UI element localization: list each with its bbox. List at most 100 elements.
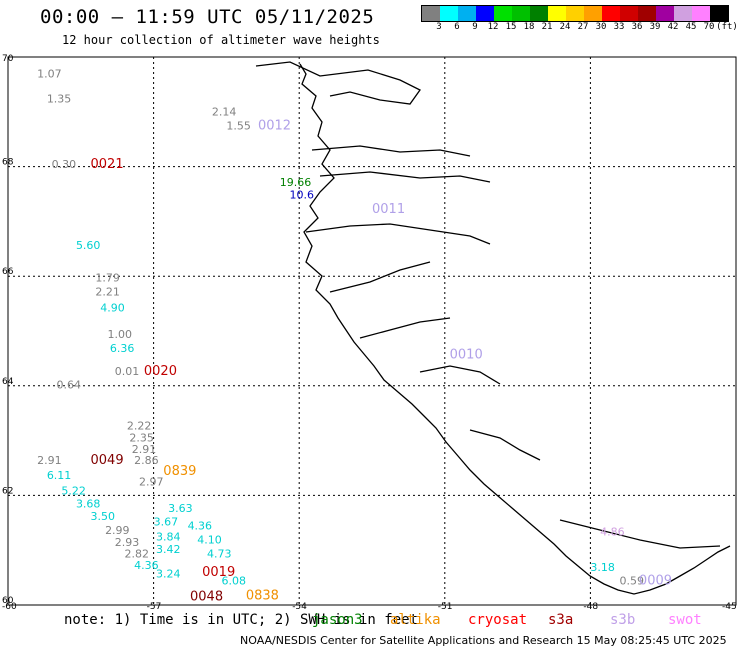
wave-height-value: 6.36 xyxy=(110,342,135,355)
satellite-legend-item: s3a xyxy=(548,612,574,628)
wave-height-value: 3.24 xyxy=(156,568,181,581)
map-frame xyxy=(7,56,737,606)
wave-height-value: 10.6 xyxy=(289,188,314,201)
color-swatch xyxy=(476,6,494,21)
map-title: 00:00 – 11:59 UTC 05/11/2025 xyxy=(40,6,375,28)
color-swatch xyxy=(422,6,440,21)
map-subtitle: 12 hour collection of altimeter wave hei… xyxy=(62,33,380,47)
lat-label: 64 xyxy=(2,377,14,387)
wave-height-value: 0.64 xyxy=(57,379,82,392)
lat-label: 62 xyxy=(2,486,13,496)
coastline-inner-9 xyxy=(559,519,721,549)
lat-label: 66 xyxy=(2,267,14,277)
wave-height-value: 2.22 xyxy=(127,420,152,433)
wave-height-value: 2.86 xyxy=(134,454,159,467)
coastline-main xyxy=(299,63,731,595)
wave-height-value: 4.36 xyxy=(188,519,213,532)
graticule: 70 68 66 64 62 60-60 -57 -54 -51 -48 -45 xyxy=(2,54,737,612)
wave-height-value: 3.84 xyxy=(156,530,181,543)
color-swatch xyxy=(458,6,476,21)
wave-height-value: 3.67 xyxy=(154,516,179,529)
wave-height-value: 2.82 xyxy=(124,547,149,560)
color-scale-label: 9 xyxy=(472,22,478,32)
wave-height-value: 5.60 xyxy=(76,239,101,252)
satellite-pass-number: 0012 xyxy=(258,118,291,133)
satellite-pass-number: 0048 xyxy=(190,590,223,605)
footer-note: note: 1) Time is in UTC; 2) SWH is in fe… xyxy=(64,612,419,628)
color-swatch xyxy=(674,6,692,21)
wave-height-value: 4.90 xyxy=(100,301,125,314)
color-swatch xyxy=(530,6,548,21)
satellite-legend-item: swot xyxy=(668,612,702,628)
color-swatch xyxy=(494,6,512,21)
wave-height-value: 3.42 xyxy=(156,543,181,556)
wave-height-value: 1.07 xyxy=(37,67,62,80)
coastline-inner-8 xyxy=(469,429,541,461)
wave-height-value: 2.14 xyxy=(212,106,237,119)
color-scale-label: 21 xyxy=(541,22,553,32)
wave-height-value: 0.30 xyxy=(52,158,77,171)
color-scale-label: 33 xyxy=(613,22,625,32)
wave-height-value: 2.99 xyxy=(105,524,130,537)
satellite-pass-number: 0020 xyxy=(144,364,177,379)
lat-label: 60 xyxy=(2,596,14,606)
wave-height-value: 2.97 xyxy=(139,476,164,489)
color-scale-label: 6 xyxy=(454,22,460,32)
color-scale-label: 39 xyxy=(649,22,661,32)
lon-label: -54 xyxy=(292,602,307,612)
wave-height-value: 3.63 xyxy=(168,502,193,515)
lon-label: -57 xyxy=(147,602,162,612)
satellite-pass-number: 0839 xyxy=(163,464,196,479)
color-scale-label: 36 xyxy=(631,22,643,32)
color-swatch xyxy=(656,6,674,21)
color-swatch xyxy=(692,6,710,21)
wave-height-value: 3.50 xyxy=(91,510,116,523)
lat-label: 70 xyxy=(2,54,14,64)
color-swatch xyxy=(566,6,584,21)
satellite-pass-number: 0009 xyxy=(639,574,672,589)
lon-label: -60 xyxy=(2,602,17,612)
wave-height-value: 19.66 xyxy=(280,176,312,189)
color-scale-label: 45 xyxy=(685,22,697,32)
coastline-inner-4 xyxy=(305,223,491,245)
wave-height-value: 3.18 xyxy=(590,561,615,574)
color-scale-labels: 3 6 9 12 15 18 21 24 27 30 33 36 39 42 45 70 (ft) xyxy=(421,22,740,34)
color-swatch xyxy=(584,6,602,21)
color-swatch xyxy=(440,6,458,21)
color-scale-label: 15 xyxy=(505,22,517,32)
satellite-pass-number: 0049 xyxy=(91,453,124,468)
satellite-pass-number: 0011 xyxy=(372,202,405,217)
lon-label: -48 xyxy=(583,602,598,612)
lon-label: -45 xyxy=(722,602,737,612)
coastline-inner-2 xyxy=(311,145,471,157)
wave-height-value: 0.01 xyxy=(115,365,140,378)
color-scale-label: 42 xyxy=(667,22,679,32)
color-scale-label: 27 xyxy=(577,22,589,32)
wave-height-value: 3.68 xyxy=(76,497,101,510)
coastline-inner-1 xyxy=(255,61,421,105)
satellite-legend-item: altika xyxy=(390,612,441,628)
wave-height-value: 1.35 xyxy=(47,92,72,105)
coastline-inner-5 xyxy=(329,261,431,293)
wave-height-value: 2.91 xyxy=(132,443,157,456)
satellite-legend-item: jason3 xyxy=(312,612,363,628)
satellite-pass-number: 0010 xyxy=(450,347,483,362)
wave-height-value: 1.55 xyxy=(226,119,251,132)
color-swatch xyxy=(638,6,656,21)
wave-height-value: 4.86 xyxy=(600,525,625,538)
color-swatch xyxy=(602,6,620,21)
wave-height-value: 4.10 xyxy=(197,534,222,547)
wave-height-value: 0.59 xyxy=(620,575,645,588)
satellite-pass-number: 0021 xyxy=(91,157,124,172)
color-swatch xyxy=(620,6,638,21)
wave-height-value: 4.73 xyxy=(207,547,232,560)
wave-height-value: 1.79 xyxy=(95,272,120,285)
greenland-coastline xyxy=(255,61,731,595)
color-scale-label: 18 xyxy=(523,22,535,32)
coastline-inner-7 xyxy=(419,365,501,385)
satellite-legend-item: cryosat xyxy=(468,612,528,628)
satellite-pass-labels: 0012 0021 0011 0020 0010 0049 0839 0019 0048 0838… xyxy=(91,118,673,604)
color-swatch xyxy=(710,6,728,21)
color-scale-label: 3 xyxy=(436,22,442,32)
wave-height-value: 6.11 xyxy=(47,469,72,482)
